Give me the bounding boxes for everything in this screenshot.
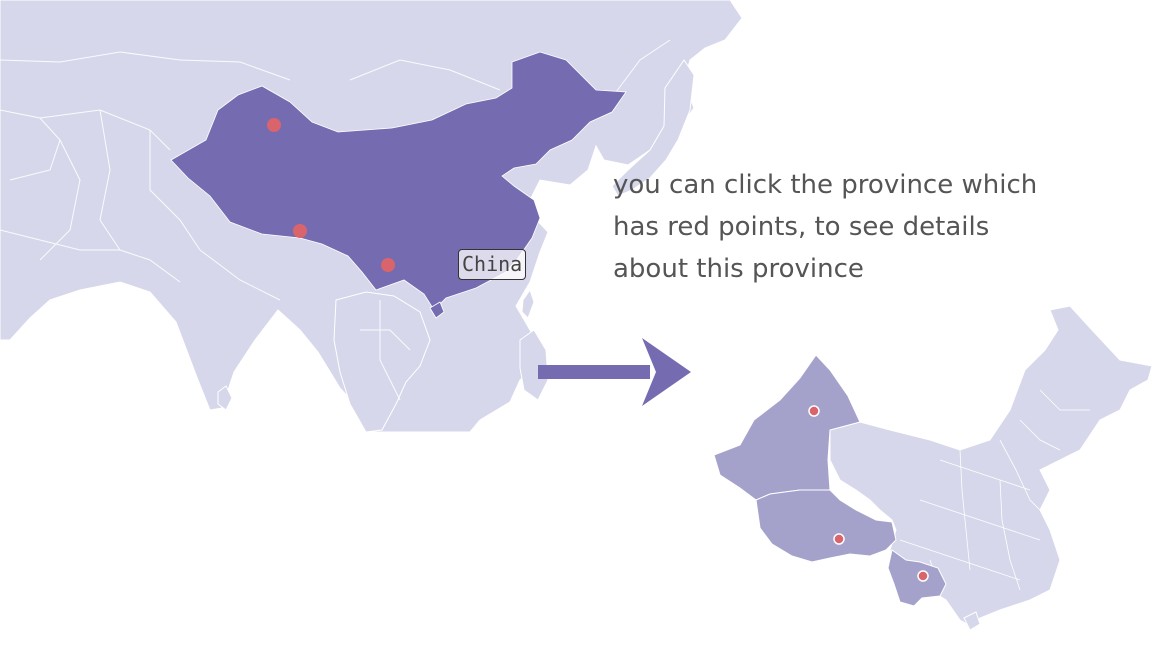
province-point-xinjiang[interactable] <box>808 405 820 417</box>
country-china[interactable] <box>170 51 627 311</box>
arrow-right-icon <box>538 338 691 406</box>
province-map[interactable] <box>700 300 1171 659</box>
country-tooltip: China <box>458 249 527 280</box>
province-point-yunnan[interactable] <box>917 570 929 582</box>
country-borders <box>0 39 671 401</box>
world-map[interactable] <box>0 0 760 432</box>
world-point-xinjiang[interactable] <box>267 118 281 132</box>
land-indochina <box>333 291 431 432</box>
world-point-yunnan[interactable] <box>381 258 395 272</box>
land-taiwan <box>521 288 535 319</box>
china-other-provinces <box>829 305 1153 627</box>
province-xinjiang[interactable] <box>713 354 861 501</box>
province-borders <box>899 389 1090 591</box>
instructions-line-1: you can click the province which <box>613 170 1038 200</box>
land-srilanka <box>217 385 233 411</box>
province-yunnan[interactable] <box>887 549 947 607</box>
island-hainan[interactable] <box>429 301 445 319</box>
instructions-line-2: has red points, to see details <box>613 212 990 242</box>
province-tibet[interactable] <box>755 489 897 563</box>
province-hainan <box>963 611 981 631</box>
world-point-tibet[interactable] <box>293 224 307 238</box>
instructions-text: you can click the province which has red… <box>613 164 1063 290</box>
instructions-line-3: about this province <box>613 254 864 284</box>
province-point-tibet[interactable] <box>833 533 845 545</box>
land-japan <box>611 59 695 197</box>
land-philippines <box>519 329 549 401</box>
